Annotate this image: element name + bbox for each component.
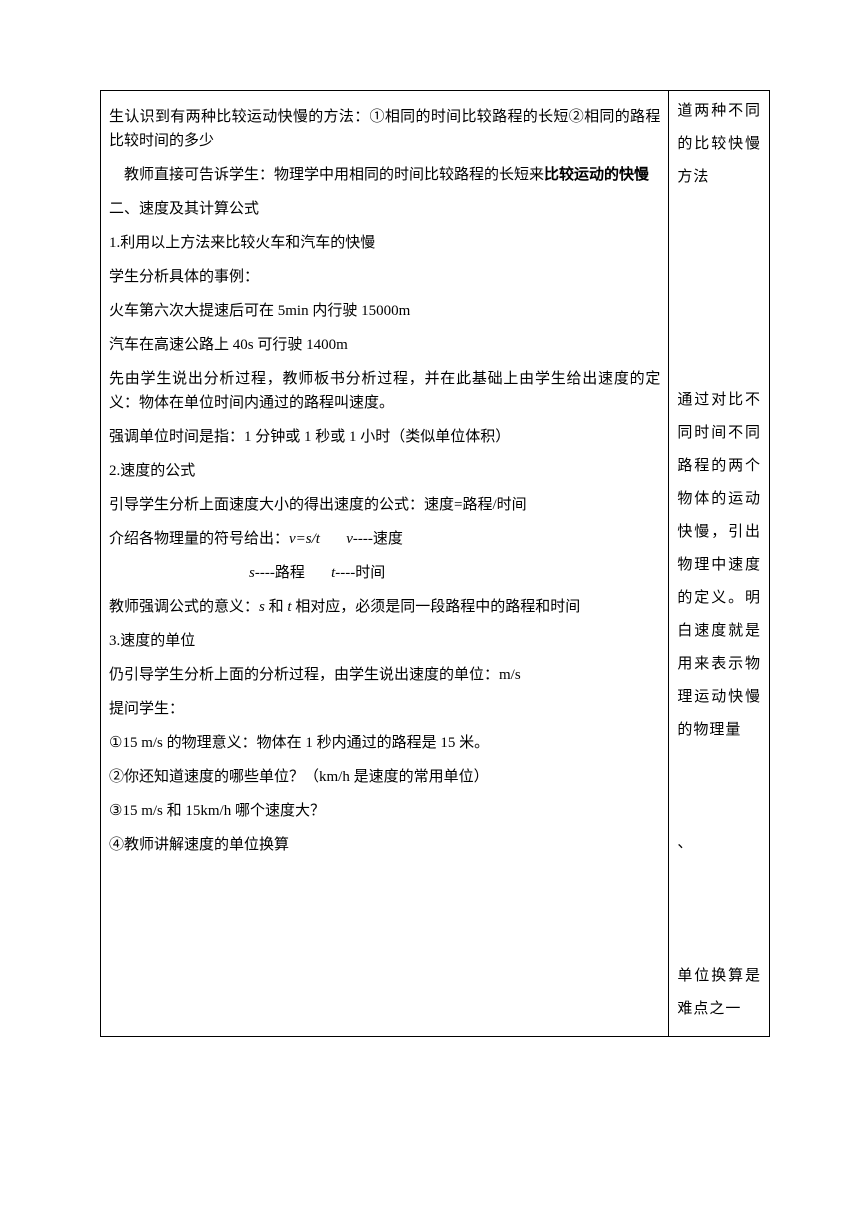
para-unit-time: 强调单位时间是指：1 分钟或 1 秒或 1 小时（类似单位体积） — [109, 425, 660, 449]
text-12b: ----路程 — [255, 565, 305, 581]
para-car: 汽车在高速公路上 40s 可行驶 1400m — [109, 333, 660, 357]
para-2-formula: 2.速度的公式 — [109, 459, 660, 483]
side-note-3: 、 — [677, 827, 761, 860]
text-12d: ----时间 — [335, 565, 385, 581]
para-symbols-line1: 介绍各物理量的符号给出：v=s/t v----速度 — [109, 527, 660, 551]
para-q2: ②你还知道速度的哪些单位？（km/h 是速度的常用单位） — [109, 765, 660, 789]
main-column: 生认识到有两种比较运动快慢的方法：①相同的时间比较路程的长短②相同的路程比较时间… — [101, 91, 669, 1037]
para-intro: 生认识到有两种比较运动快慢的方法：①相同的时间比较路程的长短②相同的路程比较时间… — [109, 105, 660, 153]
para-ask: 提问学生： — [109, 697, 660, 721]
para-3-unit: 3.速度的单位 — [109, 629, 660, 653]
para-train: 火车第六次大提速后可在 5min 内行驶 15000m — [109, 299, 660, 323]
para-derive-formula: 引导学生分析上面速度大小的得出速度的公式：速度=路程/时间 — [109, 493, 660, 517]
text-13e: 相对应，必须是同一段路程中的路程和时间 — [292, 599, 581, 615]
text-13a: 教师强调公式的意义： — [109, 599, 259, 615]
side-column: 道两种不同的比较快慢方法 通过对比不同时间不同路程的两个物体的运动快慢，引出物理… — [669, 91, 770, 1037]
formula-vst: v=s/t — [289, 531, 320, 547]
para-definition: 先由学生说出分析过程，教师板书分析过程，并在此基础上由学生给出速度的定义：物体在… — [109, 367, 660, 415]
para-symbols-line2: s----路程 t----时间 — [109, 561, 660, 585]
para-q4: ④教师讲解速度的单位换算 — [109, 833, 660, 857]
para-unit-ms: 仍引导学生分析上面的分析过程，由学生说出速度的单位：m/s — [109, 663, 660, 687]
para-q3: ③15 m/s 和 15km/h 哪个速度大？ — [109, 799, 660, 823]
para-q1: ①15 m/s 的物理意义：物体在 1 秒内通过的路程是 15 米。 — [109, 731, 660, 755]
symbol-v: v — [346, 531, 353, 547]
para-teacher-tell: 教师直接可告诉学生：物理学中用相同的时间比较路程的长短来比较运动的快慢 — [109, 163, 660, 187]
text-2b-bold: 比较运动的快慢 — [544, 167, 649, 183]
side-note-1: 道两种不同的比较快慢方法 — [677, 95, 761, 194]
text-11a: 介绍各物理量的符号给出： — [109, 531, 289, 547]
text-2a: 教师直接可告诉学生：物理学中用相同的时间比较路程的长短来 — [109, 167, 544, 183]
side-note-2: 通过对比不同时间不同路程的两个物体的运动快慢，引出物理中速度的定义。明白速度就是… — [677, 384, 761, 747]
para-1-compare: 1.利用以上方法来比较火车和汽车的快慢 — [109, 231, 660, 255]
page-container: 生认识到有两种比较运动快慢的方法：①相同的时间比较路程的长短②相同的路程比较时间… — [0, 0, 860, 1216]
side-spacer-2 — [677, 807, 761, 827]
side-spacer-1 — [677, 254, 761, 384]
text-11d: ----速度 — [353, 531, 403, 547]
para-student-analyze: 学生分析具体的事例： — [109, 265, 660, 289]
side-note-4: 单位换算是难点之一 — [677, 960, 761, 1026]
para-formula-meaning: 教师强调公式的意义：s 和 t 相对应，必须是同一段路程中的路程和时间 — [109, 595, 660, 619]
text-13c: 和 — [265, 599, 288, 615]
heading-section2: 二、速度及其计算公式 — [109, 197, 660, 221]
layout-table: 生认识到有两种比较运动快慢的方法：①相同的时间比较路程的长短②相同的路程比较时间… — [100, 90, 770, 1037]
